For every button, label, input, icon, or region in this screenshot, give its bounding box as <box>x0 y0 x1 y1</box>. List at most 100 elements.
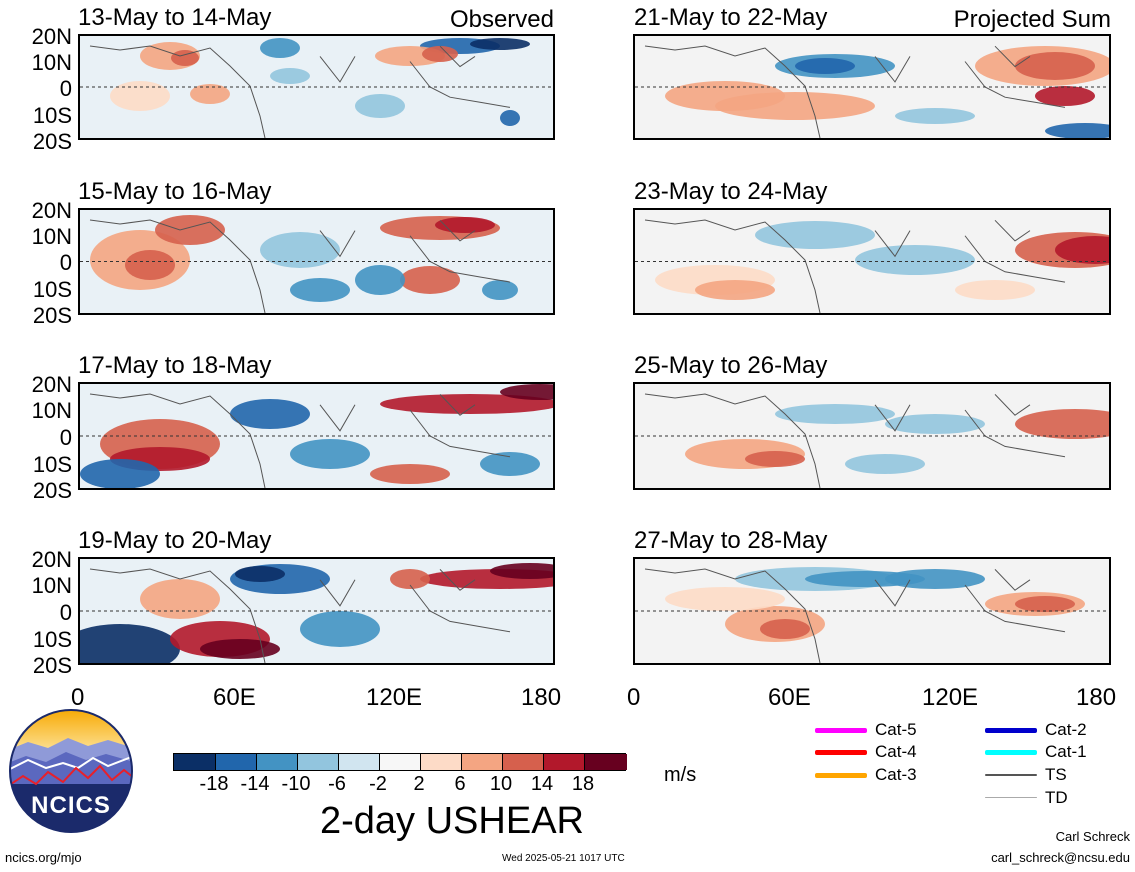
colorbar-cell <box>543 754 586 770</box>
shear-contour <box>845 454 925 474</box>
ylabel-20s-r4: 20S <box>32 653 72 678</box>
shear-contour <box>490 563 553 579</box>
shear-contour <box>855 245 975 275</box>
logo-text: NCICS <box>31 792 111 819</box>
ylabel-10n-r3: 10N <box>31 398 72 423</box>
xlabel-180-right: 180 <box>1076 684 1117 711</box>
colorbar <box>173 753 627 771</box>
colorbar-cell <box>461 754 504 770</box>
shear-contour <box>665 587 785 611</box>
colorbar-cell <box>502 754 545 770</box>
map-panel-p8 <box>633 557 1111 665</box>
legend-line-td <box>985 797 1037 798</box>
legend-label-cat1: Cat-1 <box>1045 742 1087 761</box>
ylabel-0-r4: 0 <box>59 600 72 625</box>
shear-contour <box>260 232 340 268</box>
ylabel-10s-r1: 10S <box>32 103 72 128</box>
map-panel-p1 <box>78 34 555 140</box>
shear-contour <box>1035 86 1095 106</box>
legend-line-cat5 <box>815 728 867 733</box>
legend-line-ts <box>985 774 1037 776</box>
xlabel-0-right: 0 <box>627 684 641 711</box>
map-panel-p7 <box>633 382 1111 490</box>
colorbar-cell <box>174 754 216 770</box>
panel-title-p8: 27-May to 28-May <box>634 527 828 554</box>
colorbar-cell <box>338 754 381 770</box>
shear-contour <box>775 404 895 424</box>
shear-contour <box>80 624 180 663</box>
shear-contour <box>355 94 405 118</box>
legend-line-cat4 <box>815 750 867 755</box>
shear-contour <box>235 566 285 582</box>
colorbar-tick-label: -10 <box>281 773 311 795</box>
colorbar-cell <box>215 754 258 770</box>
panel-title-p7: 25-May to 26-May <box>634 352 828 379</box>
ylabel-10s-r2: 10S <box>32 277 72 302</box>
ylabel-0-r3: 0 <box>59 425 72 450</box>
colorbar-units: m/s <box>664 764 697 786</box>
ylabel-20s-r2: 20S <box>32 303 72 328</box>
xlabel-120e-left: 120E <box>366 684 423 711</box>
xlabel-180-left: 180 <box>521 684 562 711</box>
ylabel-10n-r2: 10N <box>31 224 72 249</box>
shear-contour <box>1055 236 1109 264</box>
colorbar-tick-label: -2 <box>369 773 387 795</box>
ylabel-20s-r3: 20S <box>32 478 72 503</box>
shear-contour <box>1015 596 1075 612</box>
shear-contour <box>745 451 805 467</box>
panel-title-p6: 23-May to 24-May <box>634 178 828 205</box>
shear-contour <box>370 464 450 484</box>
colorbar-cell <box>256 754 299 770</box>
coastline <box>89 45 511 138</box>
xlabel-60e-right: 60E <box>768 684 811 711</box>
ylabel-20n-r3: 20N <box>31 372 72 397</box>
shear-contour <box>140 579 220 619</box>
map-panel-p5 <box>633 34 1111 140</box>
shear-contour <box>435 217 495 233</box>
shear-contour <box>1015 52 1095 80</box>
shear-contour <box>190 84 230 104</box>
coastline <box>89 568 511 663</box>
ylabel-10n-r1: 10N <box>31 50 72 75</box>
shear-contour <box>1045 123 1109 138</box>
colorbar-tick-label: 10 <box>489 773 513 795</box>
colorbar-tick-label: 6 <box>454 773 466 795</box>
shear-contour <box>400 266 460 294</box>
ylabel-20n-r4: 20N <box>31 547 72 572</box>
coastline <box>644 45 1066 138</box>
shear-contour <box>500 384 553 400</box>
xlabel-60e-left: 60E <box>213 684 256 711</box>
shear-contour <box>500 110 520 126</box>
footer-email[interactable]: carl_schreck@ncsu.edu <box>991 850 1130 865</box>
colorbar-tick-label: 18 <box>571 773 595 795</box>
logo-graphic <box>9 709 133 833</box>
map-panel-p3 <box>78 382 555 490</box>
footer-url[interactable]: ncics.org/mjo <box>5 850 82 865</box>
shear-contour <box>760 619 810 639</box>
colorbar-tick-label: 14 <box>530 773 554 795</box>
shear-contour <box>695 280 775 300</box>
colorbar-tick-label: -18 <box>199 773 229 795</box>
legend-label-cat2: Cat-2 <box>1045 720 1087 739</box>
shear-contour <box>290 278 350 302</box>
shear-contour <box>80 459 160 488</box>
colorbar-cell <box>420 754 463 770</box>
ylabel-10s-r4: 10S <box>32 627 72 652</box>
panel-title-p4: 19-May to 20-May <box>78 527 272 554</box>
shear-contour <box>390 569 430 589</box>
coastline <box>89 219 511 313</box>
shear-contour <box>290 439 370 469</box>
legend-label-cat4: Cat-4 <box>875 742 917 761</box>
legend-label-td: TD <box>1045 788 1068 807</box>
ylabel-0-r1: 0 <box>59 76 72 101</box>
colorbar-tick-label: -6 <box>328 773 346 795</box>
shear-contour <box>200 639 280 659</box>
map-panel-p2 <box>78 208 555 315</box>
shear-contour <box>885 414 985 434</box>
shear-contour <box>665 81 785 111</box>
ylabel-10s-r3: 10S <box>32 452 72 477</box>
shear-contour <box>422 46 458 62</box>
colorbar-cell <box>297 754 340 770</box>
map-panel-p4 <box>78 557 555 665</box>
coastline <box>644 219 1066 313</box>
